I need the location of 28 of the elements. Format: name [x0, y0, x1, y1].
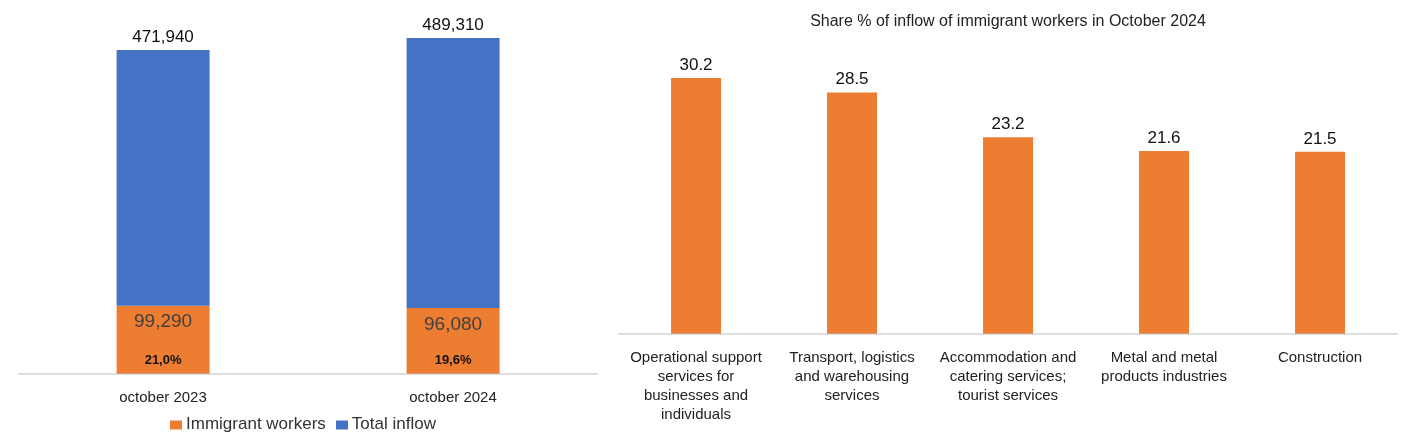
- x-tick-label: Transport, logistics and warehousing services: [789, 348, 915, 403]
- annotation: 21,0%: [144, 352, 182, 367]
- data-label: 30.2: [679, 55, 713, 74]
- data-label: 99,290: [134, 310, 193, 332]
- data-label: 23.2: [991, 114, 1025, 134]
- x-tick-label: Construction: [1277, 348, 1363, 365]
- total-label: 489,310: [422, 15, 484, 34]
- annotation: 19,6%: [434, 352, 472, 367]
- x-tick-label: Accommodation and catering services; tourist services: [939, 348, 1077, 403]
- legend-label: Immigrant workers: [186, 414, 326, 433]
- x-tick-label: october 2023: [119, 388, 207, 405]
- chart-title: Share % of inflow of immigrant workers in October 2024: [809, 11, 1207, 31]
- bar: [827, 92, 878, 334]
- data-label: 28.5: [835, 69, 869, 89]
- x-tick-label: Metal and metal products industries: [1101, 348, 1227, 384]
- total-label: 471,940: [132, 26, 194, 46]
- bar: [1295, 151, 1346, 334]
- x-tick-label: october 2024: [409, 388, 497, 405]
- legend-label: Total inflow: [351, 414, 436, 433]
- x-tick-label: Operational support services for businesses and individuals: [630, 348, 763, 422]
- bar: [983, 137, 1034, 334]
- data-label: 96,080: [424, 312, 483, 334]
- data-label: 21.6: [1147, 127, 1181, 147]
- bar: [1139, 150, 1190, 334]
- bar: [671, 78, 722, 334]
- bar: [406, 38, 500, 309]
- bar: [116, 49, 210, 306]
- data-label: 21.5: [1303, 128, 1337, 148]
